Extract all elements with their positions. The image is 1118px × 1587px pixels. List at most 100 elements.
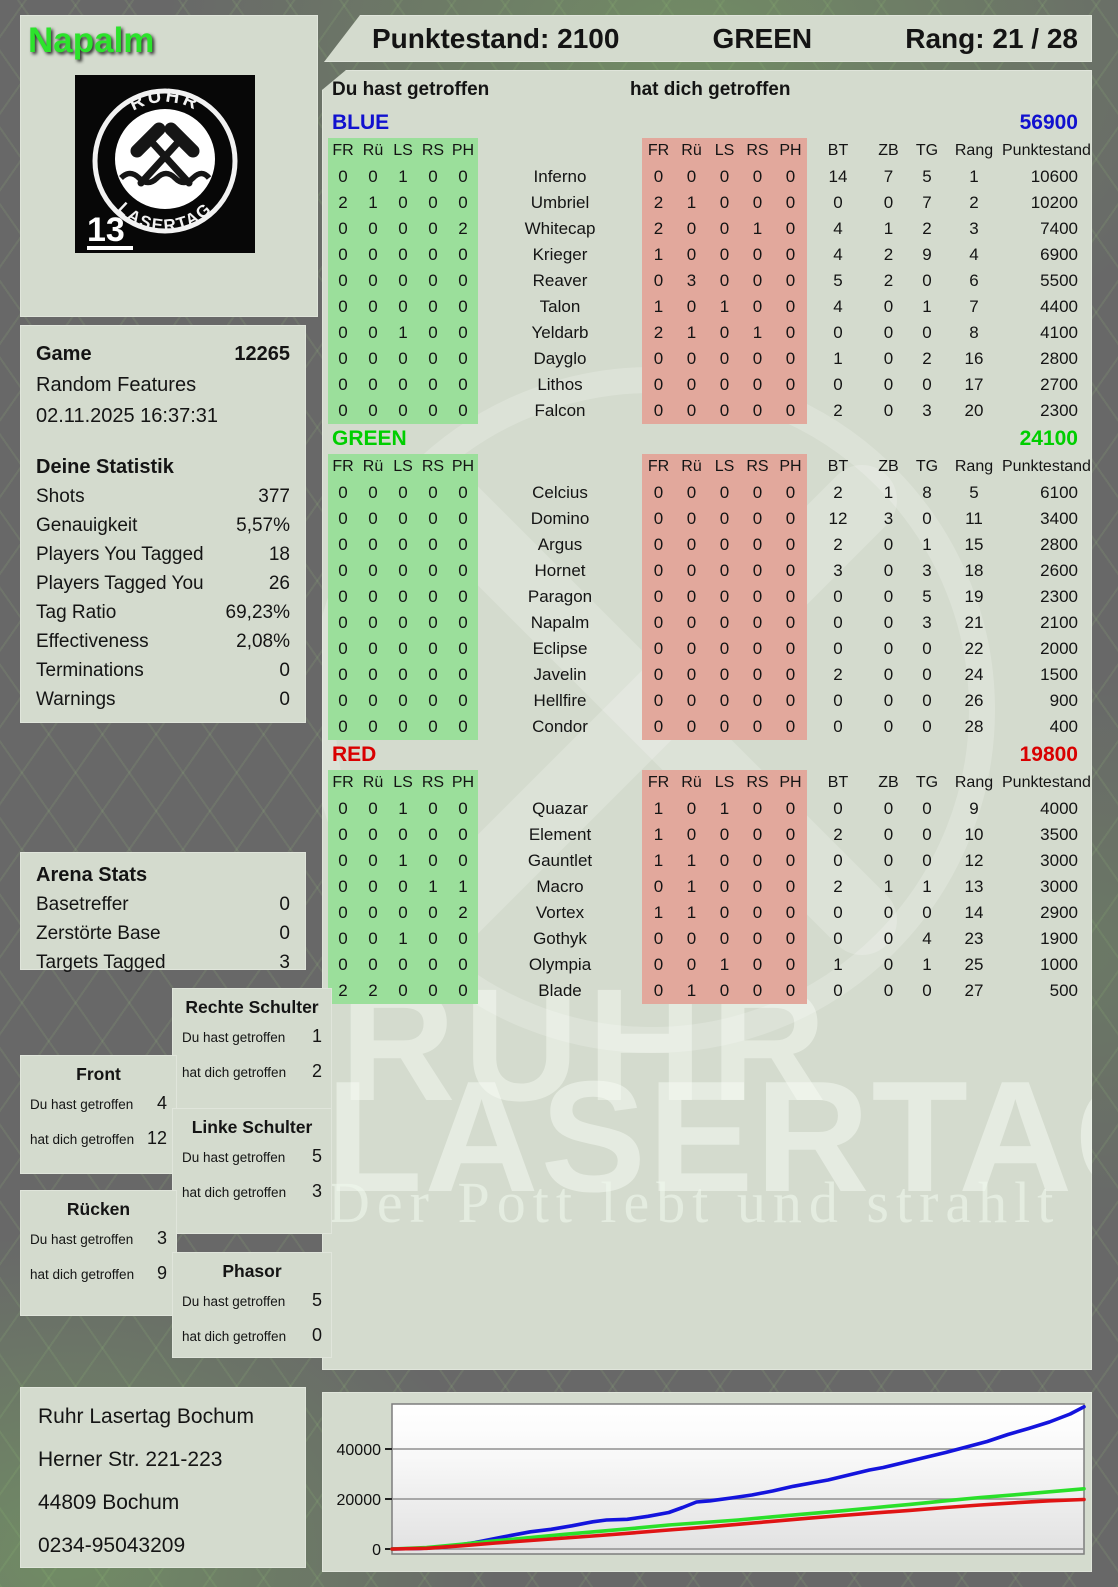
stat-cell: 0: [922, 375, 932, 394]
stat-cell: 0: [833, 799, 843, 818]
stat-label: Players You Tagged: [36, 544, 204, 565]
them-hit-cell: 0: [675, 714, 708, 740]
you-hit-cell: 0: [388, 662, 418, 688]
them-hit-cell: 0: [708, 636, 741, 662]
them-hit-cell: 0: [741, 688, 774, 714]
you-hit-cell: 0: [448, 190, 478, 216]
pad-cell: [1078, 874, 1092, 900]
you-hit-cell: 0: [418, 268, 448, 294]
pad-cell: [1078, 662, 1092, 688]
stat-cell: 2: [833, 535, 843, 554]
them-hit-cell: 0: [774, 926, 807, 952]
you-hit-cell: 0: [388, 480, 418, 506]
stat-cell: 5: [922, 587, 932, 606]
stat-cell: 5: [922, 167, 932, 186]
pad-cell: [1078, 532, 1092, 558]
stat-row: Warnings 0: [36, 685, 290, 714]
stat-cell: 0: [922, 903, 932, 922]
team-total: 56900: [1019, 111, 1078, 134]
you-column-header: PH: [448, 138, 478, 164]
pad-cell: [1078, 926, 1092, 952]
hit-zone-panel-phasor: Phasor Du hast getroffen 5 hat dich getroff…: [172, 1252, 332, 1358]
hit-zone-them-row: hat dich getroffen 12: [30, 1128, 167, 1149]
you-hit-cell: 0: [328, 584, 358, 610]
them-column-header: FR: [642, 454, 675, 480]
you-hit-cell: 0: [448, 926, 478, 952]
pad-cell: [1078, 268, 1092, 294]
address-line: 44809 Bochum: [38, 1491, 180, 1514]
them-hit-cell: 0: [675, 294, 708, 320]
player-row: 0 0 0 0 0 Olympia 0 0 1 0 0 1 0 1 25 1000: [322, 952, 1092, 978]
you-hit-cell: 0: [358, 532, 388, 558]
stat-cell: 0: [922, 323, 932, 342]
stat-cell: 3: [883, 509, 894, 528]
them-hit-cell: 0: [675, 372, 708, 398]
player-row: 2 1 0 0 0 Umbriel 2 1 0 0 0 0 0 7 2 10200: [322, 190, 1092, 216]
y-tick-label: 20000: [337, 1492, 382, 1509]
them-hit-cell: 0: [675, 688, 708, 714]
you-hit-cell: 1: [388, 164, 418, 190]
pad-cell: [1078, 320, 1092, 346]
them-hit-cell: 0: [675, 796, 708, 822]
you-hit-cell: 0: [328, 532, 358, 558]
you-hit-cell: 2: [328, 978, 358, 1004]
stat-column-header: BT: [827, 458, 849, 475]
them-hit-cell: 0: [675, 480, 708, 506]
you-hit-cell: 0: [388, 636, 418, 662]
you-hit-cell: 0: [388, 190, 418, 216]
pad-cell: [1078, 584, 1092, 610]
you-hit-cell: 0: [448, 346, 478, 372]
points-cell: 400: [1049, 717, 1078, 736]
them-hit-cell: 0: [708, 584, 741, 610]
you-hit-cell: 0: [328, 662, 358, 688]
stat-cell: 0: [833, 903, 843, 922]
player-row: 0 0 0 0 0 Krieger 1 0 0 0 0 4 2 9 4 6900: [322, 242, 1092, 268]
points-cell: 3000: [1040, 877, 1078, 896]
them-hit-cell: 1: [741, 216, 774, 242]
you-hit-cell: 0: [388, 584, 418, 610]
them-hit-cell: 0: [675, 558, 708, 584]
team-title: RED 19800: [322, 740, 1092, 770]
hit-zone-you-row: Du hast getroffen 5: [182, 1146, 322, 1167]
them-hit-cell: 0: [642, 398, 675, 424]
them-hit-cell: 0: [642, 636, 675, 662]
points-cell: 2800: [1040, 349, 1078, 368]
you-hit-cell: 0: [388, 874, 418, 900]
points-cell: 6100: [1040, 483, 1078, 502]
team-column-headers: FR Rü LS RS PH FR Rü LS RS PH BT ZB TG Rang Punktestan…: [322, 770, 1092, 796]
them-hit-cell: 0: [774, 714, 807, 740]
you-hit-cell: 0: [328, 164, 358, 190]
player-row: 0 0 0 1 1 Macro 0 1 0 0 0 2 1 1 13 3000: [322, 874, 1092, 900]
stat-label: Players Tagged You: [36, 573, 204, 594]
them-hit-cell: 0: [708, 164, 741, 190]
you-hit-cell: 0: [388, 506, 418, 532]
you-hit-cell: 1: [388, 796, 418, 822]
them-hit-cell: 0: [675, 584, 708, 610]
you-column-header: PH: [448, 454, 478, 480]
you-hit-cell: 0: [358, 584, 388, 610]
stat-value: 0: [279, 894, 290, 915]
plot-area: [391, 1403, 1085, 1555]
them-hit-cell: 0: [774, 164, 807, 190]
hit-zone-you-value: 5: [311, 1146, 322, 1166]
points-cell: 4100: [1040, 323, 1078, 342]
stat-column-header: Rang: [954, 774, 994, 791]
stat-cell: 0: [833, 193, 843, 212]
player-name: Hornet: [534, 561, 586, 580]
pad-cell: [1078, 346, 1092, 372]
them-hit-cell: 1: [642, 848, 675, 874]
them-hit-cell: 0: [708, 714, 741, 740]
points-cell: 1500: [1040, 665, 1078, 684]
you-hit-cell: 0: [328, 480, 358, 506]
stat-row: Tag Ratio 69,23%: [36, 598, 290, 627]
you-hit-cell: 0: [388, 688, 418, 714]
them-hit-cell: 1: [642, 294, 675, 320]
them-hit-cell: 0: [741, 372, 774, 398]
stat-cell: 26: [964, 691, 984, 710]
stat-value: 0: [279, 689, 290, 710]
stat-cell: 19: [964, 587, 984, 606]
player-name: Quazar: [532, 799, 588, 818]
game-datetime: 02.11.2025 16:37:31: [36, 405, 219, 427]
player-row: 0 0 1 0 0 Quazar 1 0 1 0 0 0 0 0 9 4000: [322, 796, 1092, 822]
stat-cell: 0: [883, 297, 894, 316]
